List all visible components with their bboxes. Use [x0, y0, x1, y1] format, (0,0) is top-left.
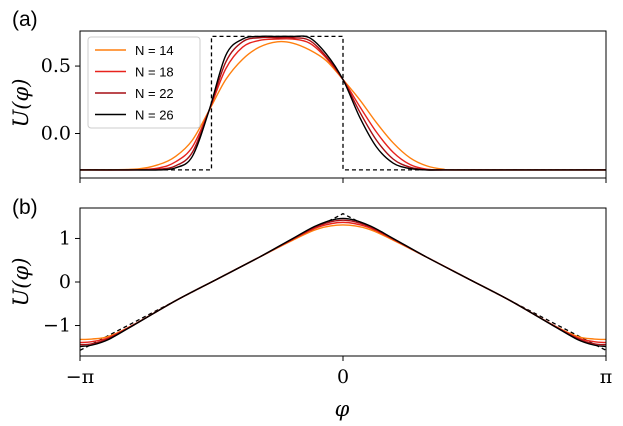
- legend-label: N = 26: [135, 108, 174, 123]
- y-tick-label: 0: [59, 271, 71, 293]
- panel-a-label: (a): [12, 8, 38, 31]
- x-tick-label: π: [600, 366, 613, 388]
- series-line-n18: [80, 221, 606, 344]
- series-line-n26: [80, 217, 606, 348]
- panel-b-label: (b): [12, 196, 38, 219]
- series-line-n14: [80, 40, 606, 171]
- legend-label: N = 18: [135, 65, 174, 80]
- panel-b-plot-area: −1 0 1 −π 0 π: [43, 207, 613, 388]
- panel-a-ylabel: U(φ): [9, 79, 33, 128]
- x-tick-label: −π: [66, 366, 94, 388]
- y-tick-label: 0.5: [41, 55, 71, 77]
- x-tick-label: 0: [337, 366, 349, 388]
- panel-a-plot-area: 0.0 0.5: [41, 30, 607, 183]
- series-line-n14: [80, 224, 606, 341]
- panel-a: (a) U(φ) 0.0 0.5 N = 14 N = 18 N = 22 N = 26: [9, 8, 607, 183]
- x-axis-label: φ: [335, 397, 350, 421]
- legend-box: [87, 36, 201, 129]
- series-line-n26: [80, 35, 606, 171]
- y-tick-label: −1: [43, 315, 71, 337]
- panel-b-ylabel: U(φ): [9, 258, 33, 307]
- target-dashed-line: [80, 212, 606, 351]
- y-tick-label: 1: [59, 227, 71, 249]
- legend: N = 14 N = 18 N = 22 N = 26: [87, 36, 201, 129]
- plot-frame: [79, 207, 607, 357]
- legend-label: N = 22: [135, 86, 174, 101]
- y-tick-label: 0.0: [41, 122, 71, 144]
- panel-b: (b) U(φ) −1 0 1 −π 0 π φ: [9, 196, 612, 421]
- legend-label: N = 14: [135, 43, 174, 58]
- series-line-n22: [80, 219, 606, 346]
